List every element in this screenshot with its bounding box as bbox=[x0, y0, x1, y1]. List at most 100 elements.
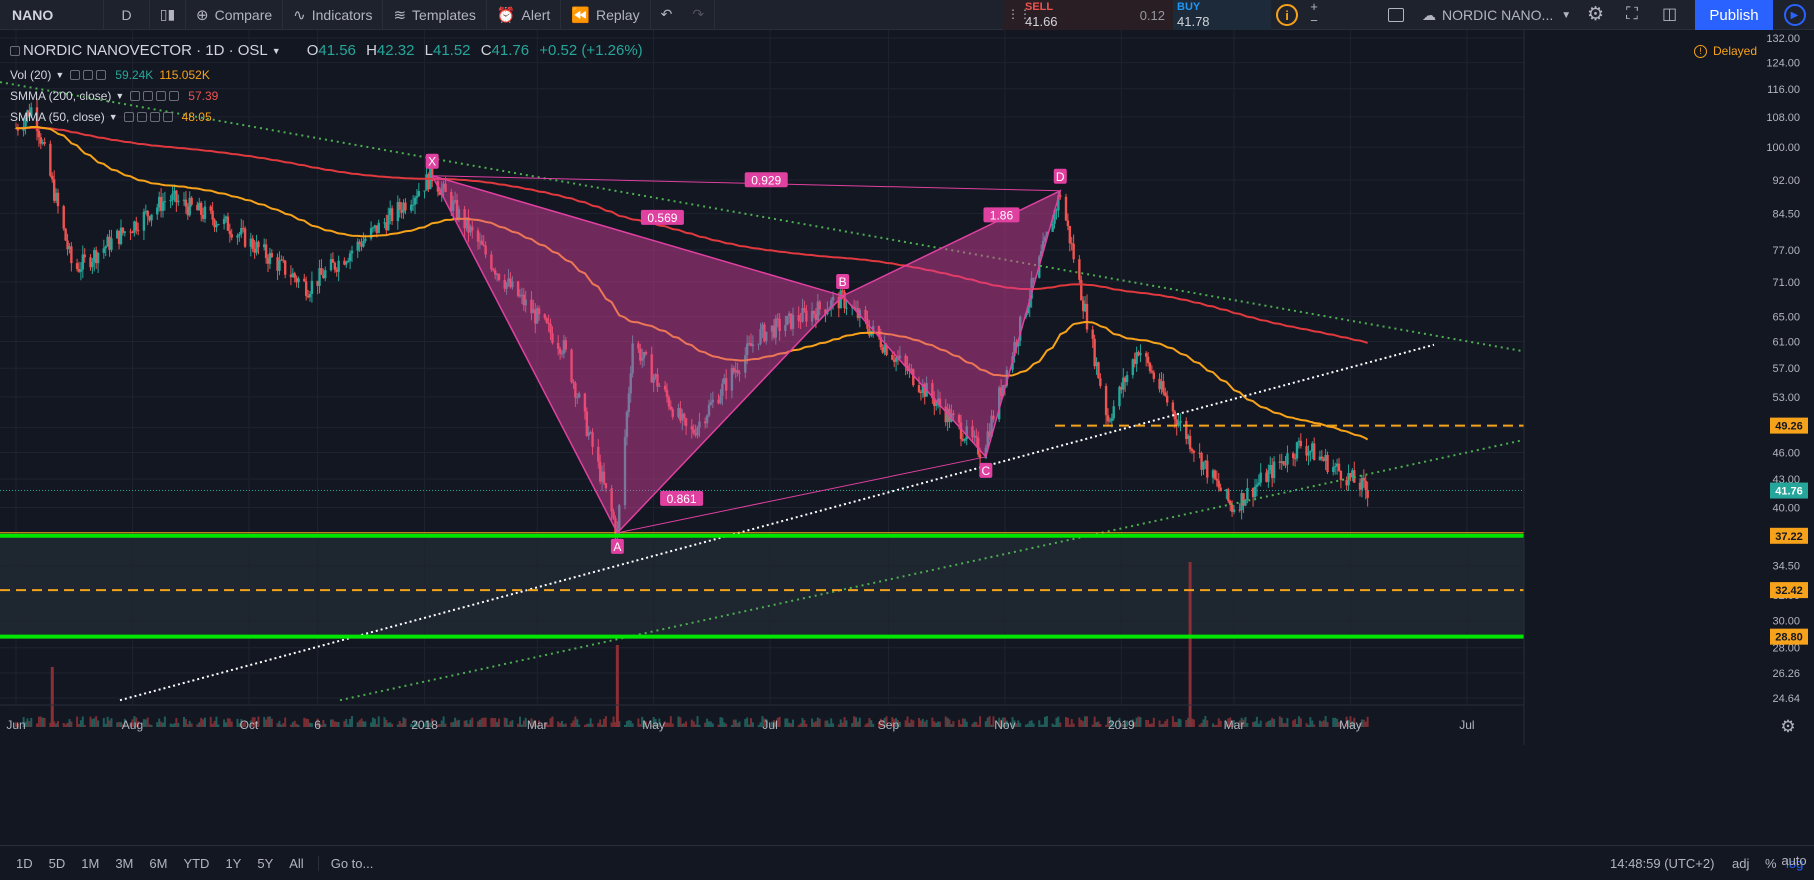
candle-body bbox=[142, 211, 146, 231]
candle-body bbox=[537, 308, 541, 315]
price-chart[interactable]: X A B C D 0.569 0.929 1.86 0.861 24.64 26.26 28.00 3… bbox=[0, 30, 1814, 845]
delayed-badge[interactable]: ! Delayed bbox=[1694, 44, 1757, 58]
smma200-label[interactable]: SMMA (200, close) bbox=[10, 89, 112, 103]
pattern-point-a[interactable]: A bbox=[610, 538, 624, 554]
sell-button[interactable]: ⋮⋮ SELL 41.66 0.12 bbox=[1003, 0, 1173, 30]
volume-bar bbox=[599, 719, 602, 727]
adj-toggle[interactable]: adj bbox=[1732, 855, 1750, 871]
range-5d[interactable]: 5D bbox=[48, 855, 66, 871]
volume-bar bbox=[1173, 721, 1176, 727]
price-axis-marker-label: 49.26 bbox=[1775, 421, 1803, 433]
snapshot-button[interactable]: ◫ bbox=[1662, 4, 1677, 24]
range-1y[interactable]: 1Y bbox=[225, 855, 242, 871]
close-icon[interactable] bbox=[169, 91, 180, 101]
pattern-point-d[interactable]: D bbox=[1053, 168, 1067, 184]
volume-label[interactable]: Vol (20) bbox=[10, 68, 52, 82]
volume-bar bbox=[1192, 719, 1195, 727]
close-icon[interactable] bbox=[96, 70, 107, 80]
chevron-down-icon[interactable]: ▼ bbox=[108, 112, 118, 122]
volume-bar bbox=[217, 724, 220, 727]
buy-button[interactable]: BUY 41.78 bbox=[1173, 0, 1271, 30]
volume-bar bbox=[1139, 717, 1142, 727]
chart-type-button[interactable]: ▯▮ bbox=[150, 0, 186, 30]
templates-button[interactable]: ≋ Templates bbox=[383, 0, 487, 30]
info-button[interactable]: i bbox=[1276, 4, 1298, 26]
alert-button[interactable]: ⏰ Alert bbox=[487, 0, 562, 30]
smma50-label[interactable]: SMMA (50, close) bbox=[10, 110, 105, 124]
volume-bar bbox=[78, 724, 80, 727]
clock-display[interactable]: 14:48:59 (UTC+2) bbox=[1610, 855, 1715, 871]
range-ytd[interactable]: YTD bbox=[183, 855, 210, 871]
range-6m[interactable]: 6M bbox=[149, 855, 168, 871]
range-5y[interactable]: 5Y bbox=[257, 855, 274, 871]
volume-bar bbox=[356, 722, 359, 727]
layout-name: NORDIC NANO... bbox=[1442, 7, 1554, 23]
percent-toggle[interactable]: % bbox=[1765, 855, 1777, 871]
pattern-ratio[interactable]: 1.86 bbox=[983, 207, 1020, 223]
chevron-down-icon[interactable]: ▼ bbox=[271, 45, 281, 56]
goto-button[interactable]: Go to... bbox=[317, 855, 373, 871]
candle-body bbox=[585, 411, 589, 436]
playback-button[interactable]: ▶ bbox=[1775, 0, 1814, 30]
close-icon[interactable] bbox=[162, 112, 173, 122]
range-all[interactable]: All bbox=[289, 855, 304, 871]
braces-icon[interactable] bbox=[149, 112, 160, 122]
range-1m[interactable]: 1M bbox=[81, 855, 100, 871]
braces-icon[interactable] bbox=[156, 91, 167, 101]
log-toggle[interactable]: log bbox=[1786, 855, 1804, 871]
fullscreen-select-button[interactable] bbox=[1388, 8, 1404, 22]
volume-bar bbox=[841, 722, 844, 727]
indicators-button[interactable]: ∿ Indicators bbox=[283, 0, 384, 30]
symbol-search[interactable]: NANO bbox=[0, 0, 104, 30]
undo-button[interactable]: ↶ bbox=[651, 0, 683, 30]
volume-bar bbox=[631, 723, 634, 727]
volume-bar bbox=[883, 717, 886, 727]
candle-body bbox=[177, 200, 180, 203]
candle-body bbox=[618, 505, 621, 529]
eye-icon[interactable] bbox=[123, 112, 134, 122]
volume-bar bbox=[868, 718, 871, 727]
candle-body bbox=[812, 311, 816, 314]
layout-selector[interactable]: ☁ NORDIC NANO... ▼ bbox=[1422, 0, 1572, 30]
axis-settings-icon[interactable]: ⚙ bbox=[1780, 717, 1795, 737]
pattern-point-c[interactable]: C bbox=[979, 462, 993, 478]
compare-button[interactable]: ⊕ Compare bbox=[186, 0, 284, 30]
gear-icon[interactable] bbox=[136, 112, 147, 122]
candle-body bbox=[1320, 456, 1324, 459]
fullscreen-button[interactable]: ⛶ bbox=[1626, 4, 1638, 24]
eye-icon[interactable] bbox=[70, 70, 81, 80]
publish-button[interactable]: Publish bbox=[1695, 0, 1773, 30]
range-1d[interactable]: 1D bbox=[16, 855, 33, 871]
chevron-down-icon[interactable]: ▼ bbox=[115, 91, 125, 101]
volume-bar bbox=[412, 724, 415, 727]
volume-bar bbox=[118, 721, 121, 727]
auto-toggle[interactable]: auto bbox=[1781, 853, 1807, 868]
pattern-ratio[interactable]: 0.569 bbox=[640, 209, 684, 225]
gear-icon[interactable] bbox=[83, 70, 94, 80]
eye-icon[interactable] bbox=[130, 91, 141, 101]
pattern-ratio[interactable]: 0.861 bbox=[660, 490, 704, 506]
drag-handle-icon[interactable]: ⋮⋮ bbox=[1007, 7, 1031, 21]
chevron-down-icon[interactable]: ▼ bbox=[55, 70, 65, 80]
pattern-point-x[interactable]: X bbox=[425, 153, 439, 169]
redo-button[interactable]: ↷ bbox=[682, 0, 716, 30]
candle-body bbox=[442, 183, 445, 189]
series-title[interactable]: NORDIC NANOVECTOR · 1D · OSL bbox=[23, 42, 268, 59]
quantity-stepper[interactable]: + − bbox=[1310, 0, 1318, 28]
volume-bar bbox=[1093, 716, 1096, 727]
volume-bar bbox=[251, 717, 254, 727]
settings-button[interactable]: ⚙ bbox=[1587, 3, 1604, 26]
volume-bar bbox=[1305, 723, 1308, 727]
cloud-icon: ☁ bbox=[1422, 6, 1436, 23]
volume-bar bbox=[979, 716, 982, 727]
pattern-ratio[interactable]: 0.929 bbox=[744, 172, 788, 188]
volume-bar bbox=[49, 722, 52, 727]
candle-body bbox=[1162, 381, 1165, 393]
gear-icon[interactable] bbox=[143, 91, 154, 101]
collapse-icon[interactable] bbox=[10, 45, 20, 56]
pattern-point-b[interactable]: B bbox=[836, 273, 850, 289]
replay-button[interactable]: ⏪ Replay bbox=[561, 0, 651, 30]
interval-button[interactable]: D bbox=[104, 0, 150, 30]
range-3m[interactable]: 3M bbox=[115, 855, 134, 871]
price-axis-marker bbox=[1770, 582, 1808, 599]
